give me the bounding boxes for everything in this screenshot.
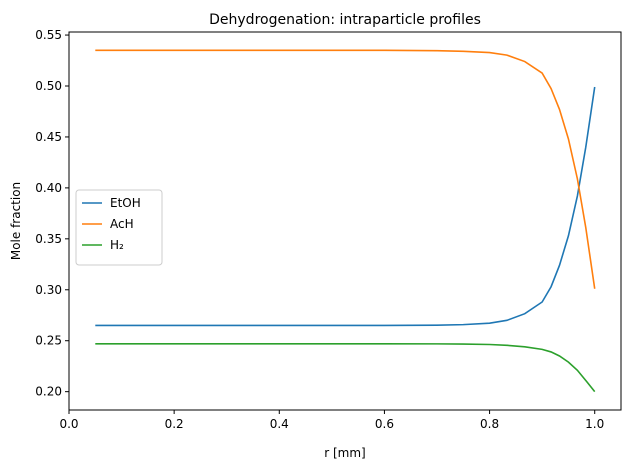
x-tick-label: 1.0 (585, 417, 604, 431)
y-tick-label: 0.35 (35, 232, 62, 246)
series-line-0 (95, 86, 596, 327)
legend-box (75, 189, 163, 266)
series-line-2 (95, 342, 596, 393)
x-tick-label: 0.6 (375, 417, 394, 431)
x-tick-label: 0.0 (59, 417, 78, 431)
y-tick-label: 0.50 (35, 79, 62, 93)
x-tick-label: 0.8 (480, 417, 499, 431)
y-tick-label: 0.20 (35, 385, 62, 399)
x-axis-label: r [mm] (324, 446, 366, 460)
legend: EtOH AcH H₂ (75, 189, 163, 266)
y-tick-label: 0.55 (35, 28, 62, 42)
chart-title: Dehydrogenation: intraparticle profiles (209, 12, 481, 28)
x-axis: 0.0 0.2 0.4 0.6 0.8 1.0 (59, 410, 604, 431)
y-tick-label: 0.40 (35, 181, 62, 195)
plot-lines (95, 49, 596, 393)
x-tick-label: 0.4 (270, 417, 289, 431)
series-line-1 (95, 49, 596, 289)
y-axis: 0.20 0.25 0.30 0.35 0.40 0.45 0.50 0.55 (35, 28, 69, 399)
y-tick-label: 0.45 (35, 130, 62, 144)
y-tick-label: 0.25 (35, 334, 62, 348)
legend-label-2: H₂ (110, 238, 124, 252)
legend-label-0: EtOH (110, 196, 141, 210)
y-axis-label: Mole fraction (9, 182, 23, 260)
legend-label-1: AcH (110, 217, 134, 231)
plot-frame (68, 31, 622, 411)
y-tick-label: 0.30 (35, 283, 62, 297)
x-tick-label: 0.2 (165, 417, 184, 431)
